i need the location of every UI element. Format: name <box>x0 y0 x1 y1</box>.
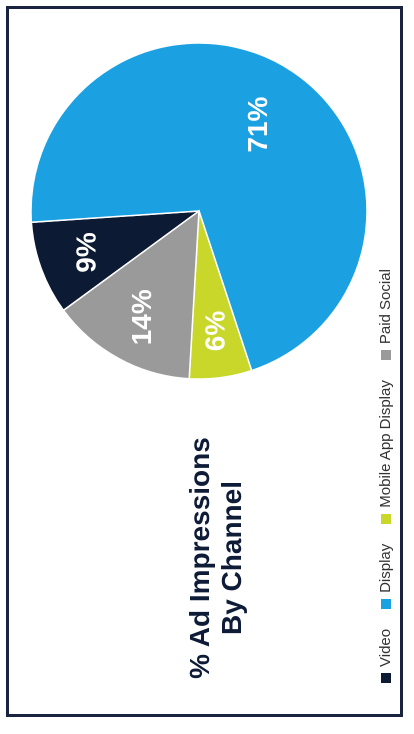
slice-display <box>30 42 368 372</box>
slice-video <box>30 210 202 312</box>
legend-swatch <box>380 513 391 524</box>
slice-video-label: 9% <box>70 232 101 273</box>
legend-item-video: Video <box>377 629 394 683</box>
legend-label: Display <box>377 543 394 593</box>
slice-paid-social-label: 14% <box>126 289 157 345</box>
chart-legend: Video Display Mobile App Display Paid Socia… <box>377 23 394 723</box>
legend-label: Mobile App Display <box>377 380 394 508</box>
legend-item-paid-social: Paid Social <box>377 269 394 361</box>
legend-swatch <box>380 598 391 609</box>
slice-display-label: 71% <box>242 96 273 152</box>
legend-item-display: Display <box>377 544 394 609</box>
legend-item-mobile-app-display: Mobile App Display <box>377 380 394 524</box>
legend-label: Paid Social <box>377 269 394 345</box>
slice-mobile-app-display-label: 6% <box>200 311 231 352</box>
pie-chart: 9% 71% 6% 14% <box>30 42 368 380</box>
chart-frame: % Ad Impressions By Channel 9% 71% 6% 14% V… <box>6 6 403 717</box>
rotated-chart-area: % Ad Impressions By Channel 9% 71% 6% 14% V… <box>19 23 409 723</box>
slice-paid-social <box>62 209 200 380</box>
legend-swatch <box>380 350 391 361</box>
legend-swatch <box>380 673 391 683</box>
legend-label: Video <box>377 628 394 667</box>
